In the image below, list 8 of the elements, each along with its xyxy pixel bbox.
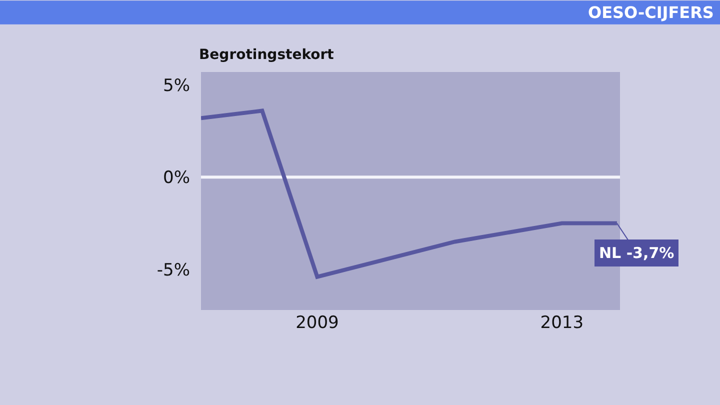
y-tick-label: 0% [163,168,190,188]
annotation: NL -3,7% [599,244,674,262]
y-tick-label: -5% [156,260,190,280]
x-tick-label: 2013 [540,313,584,333]
y-axis-title: Begrotingstekort [199,47,334,63]
y-tick-label: 5% [163,76,190,96]
x-tick-label: 2009 [296,313,339,333]
chart-title: OESO-CIJFERS [588,3,714,22]
